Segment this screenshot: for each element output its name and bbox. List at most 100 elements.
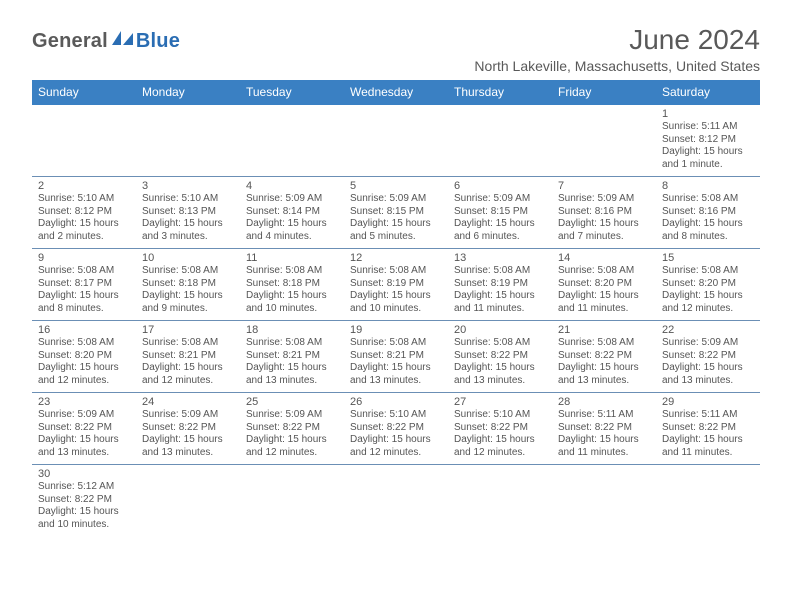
day-number: 1 bbox=[662, 108, 754, 120]
day-info-line: and 13 minutes. bbox=[246, 375, 338, 388]
day-cell: 8Sunrise: 5:08 AMSunset: 8:16 PMDaylight… bbox=[656, 177, 760, 248]
day-info-line: Sunrise: 5:08 AM bbox=[38, 265, 130, 278]
day-number: 17 bbox=[142, 324, 234, 336]
topbar: General Blue June 2024 North Lakeville, … bbox=[32, 24, 760, 74]
day-info-line: Daylight: 15 hours bbox=[454, 218, 546, 231]
day-number: 19 bbox=[350, 324, 442, 336]
day-info-line: Daylight: 15 hours bbox=[142, 434, 234, 447]
day-info-line: and 9 minutes. bbox=[142, 303, 234, 316]
day-info-line: Sunset: 8:20 PM bbox=[662, 278, 754, 291]
day-info-line: and 11 minutes. bbox=[558, 447, 650, 460]
day-info-line: Daylight: 15 hours bbox=[662, 434, 754, 447]
day-info-line: Sunset: 8:22 PM bbox=[454, 350, 546, 363]
day-info-line: Daylight: 15 hours bbox=[662, 290, 754, 303]
day-number: 30 bbox=[38, 468, 130, 480]
day-cell-empty bbox=[552, 105, 656, 176]
day-cell: 27Sunrise: 5:10 AMSunset: 8:22 PMDayligh… bbox=[448, 393, 552, 464]
day-info-line: Daylight: 15 hours bbox=[38, 290, 130, 303]
page: General Blue June 2024 North Lakeville, … bbox=[0, 0, 792, 536]
day-info-line: Sunrise: 5:08 AM bbox=[246, 337, 338, 350]
day-cell: 5Sunrise: 5:09 AMSunset: 8:15 PMDaylight… bbox=[344, 177, 448, 248]
day-cell: 15Sunrise: 5:08 AMSunset: 8:20 PMDayligh… bbox=[656, 249, 760, 320]
day-info-line: Sunrise: 5:09 AM bbox=[662, 337, 754, 350]
day-info-line: Daylight: 15 hours bbox=[38, 506, 130, 519]
day-cell: 23Sunrise: 5:09 AMSunset: 8:22 PMDayligh… bbox=[32, 393, 136, 464]
sail-icon bbox=[112, 31, 134, 45]
day-info-line: and 13 minutes. bbox=[38, 447, 130, 460]
day-cell-empty bbox=[344, 465, 448, 536]
day-info-line: Sunset: 8:22 PM bbox=[350, 422, 442, 435]
calendar: SundayMondayTuesdayWednesdayThursdayFrid… bbox=[32, 80, 760, 536]
day-info-line: Sunset: 8:19 PM bbox=[350, 278, 442, 291]
page-title: June 2024 bbox=[474, 24, 760, 56]
day-cell-empty bbox=[448, 465, 552, 536]
day-info-line: Sunrise: 5:08 AM bbox=[142, 265, 234, 278]
day-info-line: and 11 minutes. bbox=[558, 303, 650, 316]
weeks-container: 1Sunrise: 5:11 AMSunset: 8:12 PMDaylight… bbox=[32, 105, 760, 536]
day-info-line: Sunset: 8:22 PM bbox=[38, 422, 130, 435]
day-info-line: Sunset: 8:22 PM bbox=[38, 494, 130, 507]
day-info-line: and 12 minutes. bbox=[142, 375, 234, 388]
day-cell: 20Sunrise: 5:08 AMSunset: 8:22 PMDayligh… bbox=[448, 321, 552, 392]
day-info-line: Sunset: 8:22 PM bbox=[246, 422, 338, 435]
weekday-header: Friday bbox=[552, 80, 656, 105]
day-cell: 30Sunrise: 5:12 AMSunset: 8:22 PMDayligh… bbox=[32, 465, 136, 536]
day-info-line: Sunset: 8:18 PM bbox=[142, 278, 234, 291]
day-info-line: and 1 minute. bbox=[662, 159, 754, 172]
day-cell-empty bbox=[32, 105, 136, 176]
day-info-line: Sunrise: 5:09 AM bbox=[558, 193, 650, 206]
day-info-line: and 10 minutes. bbox=[350, 303, 442, 316]
title-block: June 2024 North Lakeville, Massachusetts… bbox=[474, 24, 760, 74]
day-info-line: Sunrise: 5:08 AM bbox=[246, 265, 338, 278]
week-row: 16Sunrise: 5:08 AMSunset: 8:20 PMDayligh… bbox=[32, 321, 760, 393]
day-info-line: Sunrise: 5:08 AM bbox=[558, 265, 650, 278]
day-info-line: and 6 minutes. bbox=[454, 231, 546, 244]
day-info-line: Sunrise: 5:12 AM bbox=[38, 481, 130, 494]
day-info-line: and 13 minutes. bbox=[350, 375, 442, 388]
day-cell-empty bbox=[552, 465, 656, 536]
day-cell: 9Sunrise: 5:08 AMSunset: 8:17 PMDaylight… bbox=[32, 249, 136, 320]
day-info-line: Sunset: 8:20 PM bbox=[38, 350, 130, 363]
day-info-line: Daylight: 15 hours bbox=[246, 218, 338, 231]
day-info-line: Daylight: 15 hours bbox=[350, 290, 442, 303]
day-info-line: Daylight: 15 hours bbox=[350, 218, 442, 231]
day-info-line: Daylight: 15 hours bbox=[662, 146, 754, 159]
day-info-line: Daylight: 15 hours bbox=[38, 218, 130, 231]
day-info-line: Sunset: 8:21 PM bbox=[246, 350, 338, 363]
day-cell: 29Sunrise: 5:11 AMSunset: 8:22 PMDayligh… bbox=[656, 393, 760, 464]
day-number: 24 bbox=[142, 396, 234, 408]
day-cell-empty bbox=[344, 105, 448, 176]
weekday-header-row: SundayMondayTuesdayWednesdayThursdayFrid… bbox=[32, 80, 760, 105]
day-info-line: Daylight: 15 hours bbox=[454, 290, 546, 303]
day-cell-empty bbox=[136, 465, 240, 536]
day-info-line: Sunset: 8:22 PM bbox=[558, 350, 650, 363]
logo-text-blue: Blue bbox=[136, 30, 180, 53]
day-info-line: Daylight: 15 hours bbox=[38, 362, 130, 375]
day-info-line: and 12 minutes. bbox=[246, 447, 338, 460]
weekday-header: Thursday bbox=[448, 80, 552, 105]
day-info-line: Sunset: 8:22 PM bbox=[454, 422, 546, 435]
day-number: 14 bbox=[558, 252, 650, 264]
day-info-line: Sunrise: 5:09 AM bbox=[246, 193, 338, 206]
day-number: 26 bbox=[350, 396, 442, 408]
day-number: 29 bbox=[662, 396, 754, 408]
day-cell-empty bbox=[240, 465, 344, 536]
day-cell: 18Sunrise: 5:08 AMSunset: 8:21 PMDayligh… bbox=[240, 321, 344, 392]
day-info-line: Daylight: 15 hours bbox=[246, 434, 338, 447]
day-number: 21 bbox=[558, 324, 650, 336]
day-info-line: Sunset: 8:22 PM bbox=[142, 422, 234, 435]
day-cell: 3Sunrise: 5:10 AMSunset: 8:13 PMDaylight… bbox=[136, 177, 240, 248]
day-info-line: and 12 minutes. bbox=[38, 375, 130, 388]
day-info-line: Sunset: 8:15 PM bbox=[350, 206, 442, 219]
day-info-line: Sunset: 8:12 PM bbox=[38, 206, 130, 219]
day-cell: 7Sunrise: 5:09 AMSunset: 8:16 PMDaylight… bbox=[552, 177, 656, 248]
day-cell: 26Sunrise: 5:10 AMSunset: 8:22 PMDayligh… bbox=[344, 393, 448, 464]
week-row: 30Sunrise: 5:12 AMSunset: 8:22 PMDayligh… bbox=[32, 465, 760, 536]
day-info-line: Sunset: 8:17 PM bbox=[38, 278, 130, 291]
day-info-line: and 12 minutes. bbox=[454, 447, 546, 460]
day-info-line: Sunrise: 5:09 AM bbox=[38, 409, 130, 422]
logo-text-general: General bbox=[32, 30, 108, 53]
day-info-line: and 11 minutes. bbox=[662, 447, 754, 460]
page-subtitle: North Lakeville, Massachusetts, United S… bbox=[474, 58, 760, 74]
day-info-line: Daylight: 15 hours bbox=[558, 362, 650, 375]
